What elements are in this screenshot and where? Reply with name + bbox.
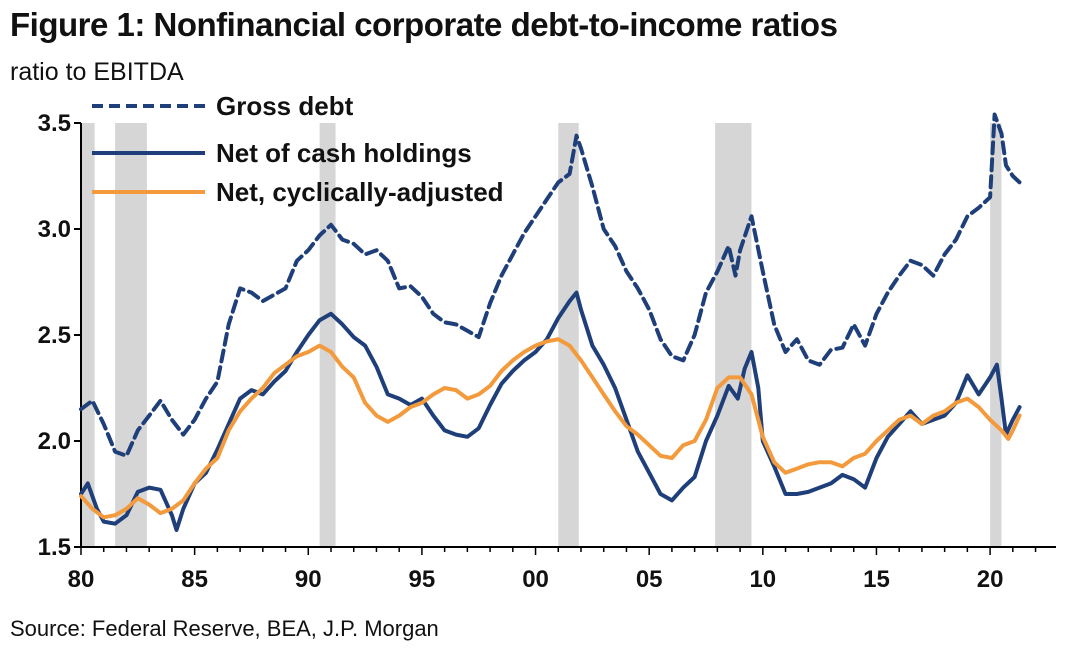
legend-gross-debt-label: Gross debt <box>216 91 354 121</box>
legend-net-cash-label: Net of cash holdings <box>216 138 472 168</box>
chart-title: Figure 1: Nonfinancial corporate debt-to… <box>10 6 838 43</box>
x-tick-label: 20 <box>977 566 1004 593</box>
x-tick-label: 85 <box>181 566 208 593</box>
x-tick-label: 90 <box>295 566 322 593</box>
x-tick-label: 05 <box>636 566 663 593</box>
series-gross-debt-line <box>79 112 1022 458</box>
x-tick-label: 00 <box>522 566 549 593</box>
recession-band-4 <box>715 123 752 547</box>
x-tick-label: 80 <box>68 566 95 593</box>
y-tick-label: 1.5 <box>38 534 71 561</box>
y-tick-label: 3.5 <box>38 110 71 137</box>
chart-subtitle: ratio to EBITDA <box>10 58 184 86</box>
recession-band-1 <box>115 123 147 547</box>
x-tick-label: 15 <box>863 566 890 593</box>
legend-net-cyclically-adjusted-label: Net, cyclically-adjusted <box>216 177 504 207</box>
chart-source: Source: Federal Reserve, BEA, J.P. Morga… <box>10 616 439 641</box>
series-net-cyclically-adjusted-line <box>79 337 1022 520</box>
x-tick-label: 10 <box>749 566 776 593</box>
recession-band-3 <box>558 123 579 547</box>
series-net-cash-line <box>79 290 1022 532</box>
y-tick-label: 3.0 <box>38 216 71 243</box>
y-tick-label: 2.0 <box>38 428 71 455</box>
x-tick-label: 95 <box>409 566 436 593</box>
recession-band-0 <box>81 123 95 547</box>
recession-band-2 <box>319 123 336 547</box>
recession-band-5 <box>990 123 1002 547</box>
y-tick-label: 2.5 <box>38 322 71 349</box>
